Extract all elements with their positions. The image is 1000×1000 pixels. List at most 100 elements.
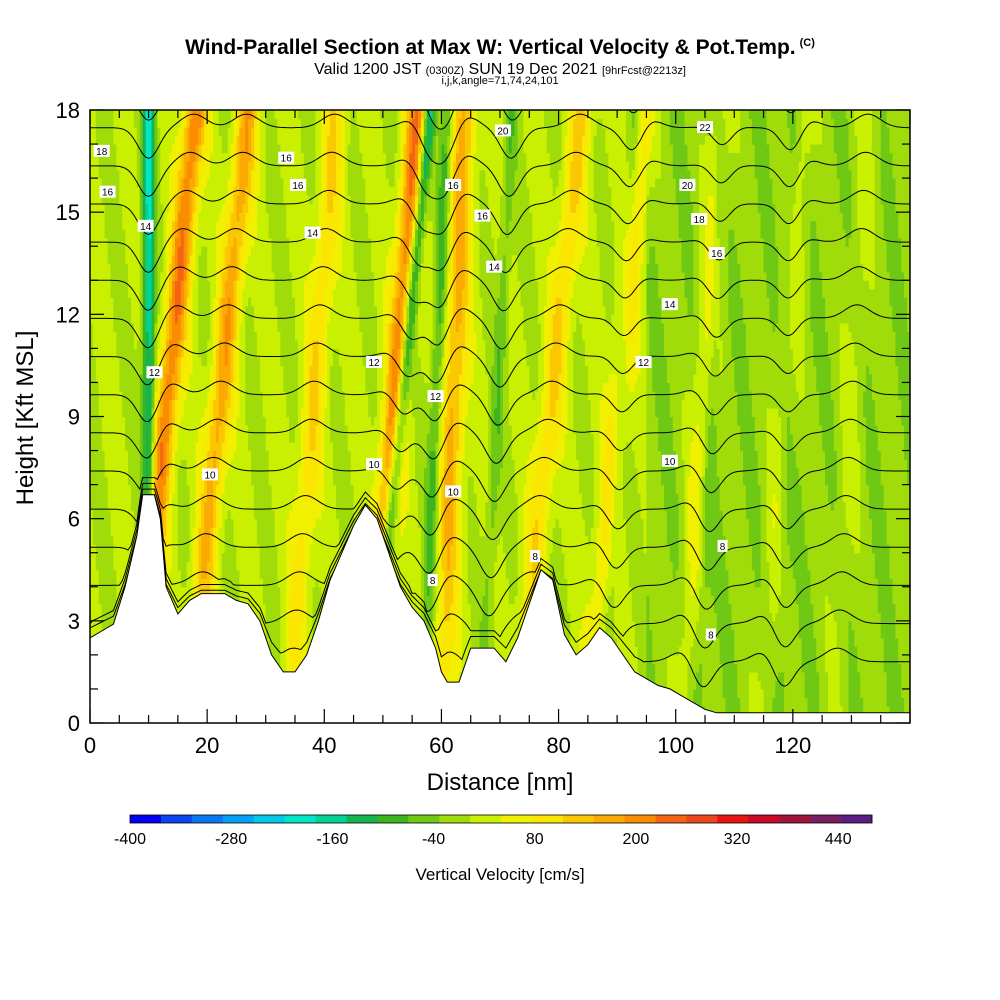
field-cell — [104, 305, 109, 315]
field-cell — [104, 433, 109, 443]
field-cell — [101, 229, 106, 239]
field-cell — [122, 442, 126, 452]
field-cell — [122, 484, 126, 494]
field-cell — [131, 356, 135, 367]
field-cell — [110, 280, 115, 290]
field-cell — [166, 365, 170, 375]
field-cell — [154, 356, 158, 367]
field-cell — [104, 382, 109, 392]
field-cell — [110, 348, 115, 358]
field-cell — [125, 254, 129, 264]
field-cell — [110, 552, 115, 562]
field-cell — [90, 390, 94, 401]
field-cell — [133, 246, 138, 256]
chart-title-text: Wind-Parallel Section at Max W: Vertical… — [185, 36, 796, 59]
field-cell — [101, 254, 106, 264]
field-cell — [160, 399, 164, 409]
field-cell — [90, 510, 94, 520]
field-cell — [119, 382, 123, 392]
field-cell — [131, 203, 135, 213]
field-cell — [113, 569, 117, 579]
field-cell — [163, 450, 167, 460]
field-cell — [166, 425, 170, 435]
field-cell — [101, 459, 106, 469]
field-cell — [104, 263, 109, 273]
field-cell — [113, 399, 117, 409]
field-cell — [157, 135, 161, 145]
field-cell — [98, 561, 103, 571]
field-cell — [119, 110, 123, 120]
field-cell — [95, 339, 100, 349]
field-cell — [151, 314, 156, 324]
field-cell — [107, 203, 112, 213]
field-cell — [92, 186, 97, 196]
field-cell — [110, 212, 115, 222]
field-cell — [119, 484, 123, 494]
field-cell — [92, 169, 97, 179]
field-cell — [145, 425, 150, 435]
field-cell — [163, 476, 167, 486]
field-cell — [116, 195, 120, 205]
field-cell — [125, 220, 129, 230]
field-cell — [133, 152, 138, 162]
field-cell — [116, 280, 120, 290]
field-cell — [163, 416, 167, 426]
field-cell — [98, 110, 103, 120]
field-cell — [92, 178, 97, 188]
field-cell — [110, 263, 115, 273]
field-cell — [145, 271, 150, 281]
field-cell — [154, 169, 158, 179]
field-cell — [125, 450, 129, 460]
field-cell — [98, 373, 103, 384]
field-cell — [131, 501, 135, 511]
field-cell — [107, 561, 112, 571]
field-cell — [125, 297, 129, 307]
field-cell — [128, 169, 132, 179]
field-cell — [113, 493, 117, 503]
field-cell — [98, 331, 103, 341]
field-cell — [131, 297, 135, 307]
field-cell — [92, 356, 97, 367]
field-cell — [125, 263, 129, 273]
field-cell — [154, 127, 158, 137]
field-cell — [90, 339, 94, 349]
field-cell — [163, 535, 167, 545]
field-cell — [139, 246, 144, 256]
field-cell — [145, 390, 150, 401]
field-cell — [142, 263, 147, 273]
field-cell — [128, 501, 132, 511]
field-cell — [145, 237, 150, 247]
field-cell — [154, 229, 158, 239]
field-cell — [154, 280, 158, 290]
field-cell — [145, 263, 150, 273]
field-cell — [122, 144, 126, 154]
field-cell — [157, 442, 161, 452]
field-cell — [110, 365, 115, 375]
field-cell — [163, 297, 167, 307]
field-cell — [92, 390, 97, 401]
field-cell — [104, 203, 109, 213]
field-cell — [113, 305, 117, 315]
field-cell — [101, 467, 106, 477]
field-cell — [98, 169, 103, 179]
field-cell — [160, 237, 164, 247]
field-cell — [131, 510, 135, 520]
field-cell — [92, 603, 97, 613]
field-cell — [113, 544, 117, 554]
field-cell — [163, 271, 167, 281]
field-cell — [92, 203, 97, 213]
field-cell — [107, 322, 112, 332]
field-cell — [95, 203, 100, 213]
field-cell — [166, 501, 170, 511]
field-cell — [157, 314, 161, 324]
field-cell — [104, 229, 109, 239]
field-cell — [166, 569, 170, 579]
field-cell — [110, 339, 115, 349]
field-cell — [157, 407, 161, 418]
field-cell — [160, 220, 164, 230]
field-cell — [136, 348, 141, 358]
field-cell — [131, 212, 135, 222]
field-cell — [101, 442, 106, 452]
field-cell — [136, 433, 141, 443]
field-cell — [145, 161, 150, 171]
